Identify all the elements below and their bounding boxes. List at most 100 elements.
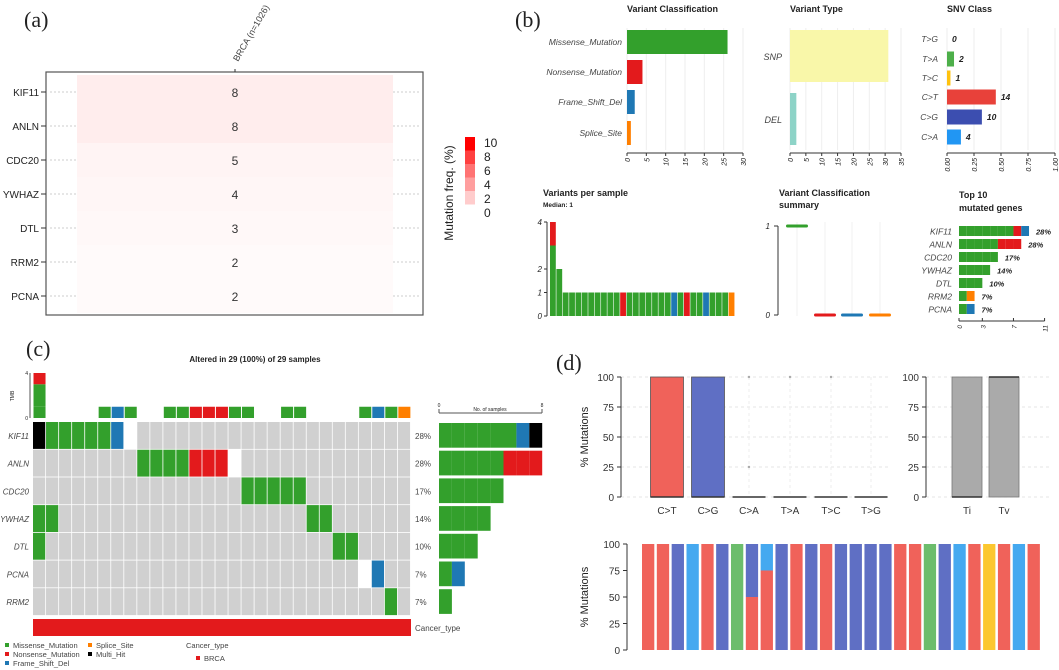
- oncoplot-cell: [150, 532, 163, 560]
- legend-label: Multi_Hit: [96, 650, 126, 659]
- bar-segment: [645, 292, 652, 316]
- oncoplot-cell: [189, 560, 202, 588]
- oncoplot-cell: [176, 505, 189, 532]
- bar: [627, 90, 635, 114]
- oncoplot-cell: [319, 477, 332, 505]
- x-tick-label: 0: [438, 403, 441, 409]
- gene-label: CDC20: [924, 253, 952, 263]
- value-label: 4: [965, 132, 971, 142]
- oncoplot-cell: [371, 449, 385, 477]
- gene-label: DTL: [936, 279, 952, 289]
- bar-segment: [982, 265, 991, 275]
- oncoplot-cell: [150, 560, 163, 588]
- bar-segment: [656, 544, 670, 650]
- oncoplot-cell: [293, 505, 306, 532]
- oncoplot-cell: [111, 505, 124, 532]
- oncoplot-cell: [293, 560, 306, 588]
- oncoplot-cell: [345, 449, 358, 477]
- oncoplot-cell: [85, 449, 98, 477]
- legend-label: Nonsense_Mutation: [13, 650, 80, 659]
- tmb-tick: 4: [25, 371, 28, 377]
- bar: [947, 70, 951, 86]
- gene-bar-segment: [451, 450, 465, 476]
- oncoplot-cell: [85, 505, 98, 532]
- oncoplot-cell: [72, 532, 85, 560]
- percent-label: 14%: [415, 515, 431, 524]
- oncoplot-cell: [59, 532, 72, 560]
- tmb-bar-segment: [294, 406, 307, 418]
- oncoplot-cell: [98, 505, 111, 532]
- oncoplot-cell: [98, 477, 111, 505]
- bar-segment: [974, 278, 983, 288]
- legend-label: Splice_Site: [96, 641, 134, 650]
- oncoplot-cell: [163, 449, 176, 477]
- bar-segment: [997, 239, 1006, 249]
- gene-bar-segment: [439, 450, 452, 476]
- oncoplot-cell: [111, 588, 124, 616]
- gene-bar-segment: [529, 423, 543, 448]
- bar-segment: [990, 252, 998, 262]
- gene-label: YWHAZ: [0, 515, 30, 524]
- bar-segment: [959, 265, 967, 275]
- gene-bar-segment: [477, 506, 491, 531]
- oncoplot-cell: [33, 477, 46, 505]
- oncoplot-cell: [150, 505, 163, 532]
- bar: [947, 129, 961, 145]
- bar-segment: [709, 292, 716, 316]
- oncoplot-cell: [306, 532, 319, 560]
- y-tick-label: 25: [603, 463, 615, 474]
- y-axis-label: % Mutations: [579, 566, 591, 627]
- legend-swatch: [88, 643, 92, 647]
- oncoplot-cell: [189, 532, 202, 560]
- bar-segment: [938, 544, 951, 650]
- gene-bar-segment: [516, 423, 530, 448]
- y-tick-label: 100: [902, 373, 919, 384]
- bar-segment: [642, 544, 655, 650]
- oncoplot-cell: [267, 588, 280, 616]
- percent-label: 7%: [415, 570, 427, 579]
- oncoplot-cell: [267, 560, 280, 588]
- bar-segment: [686, 544, 699, 650]
- chart-title: mutated genes: [959, 203, 1023, 213]
- value-label: 14: [1001, 92, 1011, 102]
- bar-segment: [1012, 544, 1026, 650]
- bar-segment: [959, 278, 967, 288]
- oncoplot-cell: [33, 560, 46, 588]
- annotation-label: Cancer_type: [415, 624, 461, 633]
- y-tick-label: 25: [609, 620, 621, 631]
- oncoplot-cell: [72, 449, 85, 477]
- oncoplot-cell: [384, 422, 398, 449]
- bar-segment: [982, 239, 991, 249]
- bar-segment: [966, 291, 975, 301]
- y-tick-label: 75: [603, 403, 615, 414]
- oncoplot-cell: [202, 422, 215, 449]
- legend-tick: 10: [484, 136, 498, 150]
- x-tick-label: C>A: [739, 506, 759, 517]
- legend-swatch: [5, 661, 9, 665]
- oncoplot-cell: [319, 422, 332, 449]
- bar: [627, 60, 643, 84]
- y-tick-label: 50: [609, 593, 621, 604]
- bar-segment: [556, 269, 563, 293]
- oncoplot-cell: [215, 588, 228, 616]
- oncoplot-cell: [319, 532, 332, 560]
- oncoplot-cell: [345, 588, 358, 616]
- legend-swatch: [465, 164, 475, 178]
- bar-segment: [728, 292, 735, 316]
- bar: [947, 109, 982, 125]
- bar-segment: [894, 544, 907, 650]
- oncoplot-cell: [150, 422, 163, 449]
- summary-box: [841, 313, 863, 317]
- tmb-bar-segment: [241, 406, 255, 418]
- category-label: T>C: [922, 73, 939, 83]
- oncoplot-cell: [254, 449, 267, 477]
- oncoplot-cell: [202, 477, 215, 505]
- x-tick-label: 35: [899, 158, 906, 166]
- tmb-bar-segment: [163, 406, 176, 418]
- category-label: Splice_Site: [579, 128, 622, 138]
- category-label: SNP: [763, 52, 782, 62]
- oncoplot-cell: [85, 477, 98, 505]
- category-label: Missense_Mutation: [549, 37, 623, 47]
- bar-segment: [575, 292, 582, 316]
- oncoplot-cell: [150, 449, 163, 477]
